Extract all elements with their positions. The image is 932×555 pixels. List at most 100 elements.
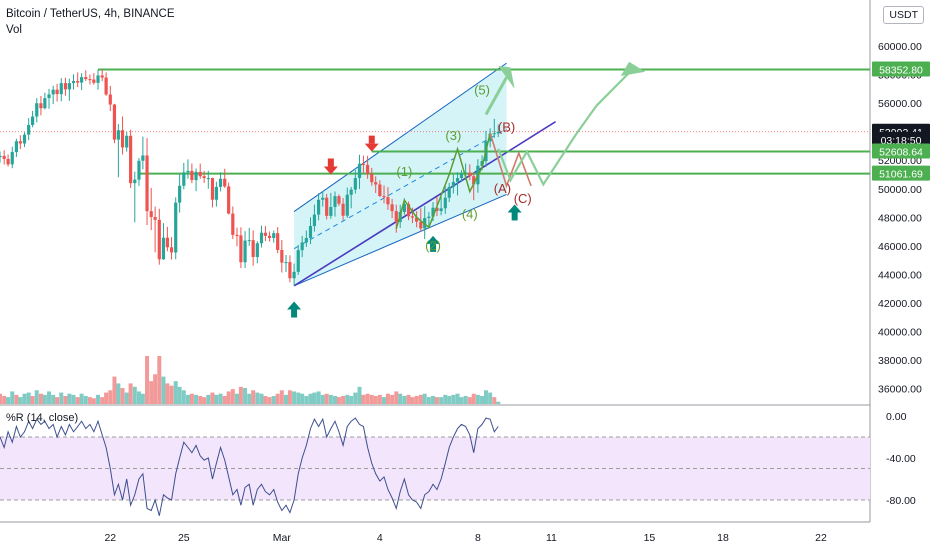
volume-bar (116, 383, 121, 404)
candle-body (276, 233, 280, 250)
volume-bar (153, 374, 158, 404)
volume-bar (173, 381, 178, 404)
candle-body (341, 203, 345, 216)
candle-body (43, 98, 47, 109)
currency-badge[interactable]: USDT (883, 6, 924, 24)
volume-bar (230, 389, 235, 404)
volume-bar (398, 393, 403, 404)
volume-bar (198, 396, 203, 404)
candle-body (419, 221, 423, 229)
volume-bar (2, 396, 7, 404)
time-tick-label: 11 (546, 532, 557, 544)
candle-body (104, 77, 108, 95)
candle-body (267, 235, 272, 238)
volume-bar (10, 391, 15, 404)
candle-body (35, 103, 39, 117)
time-tick-label: Mar (273, 532, 292, 544)
volume-bar (275, 393, 280, 404)
correction-path (489, 132, 532, 189)
volume-bar (312, 392, 317, 404)
candle-body (284, 262, 288, 264)
volume-bar (455, 393, 460, 404)
time-tick-label: 25 (178, 532, 190, 544)
candle-body (451, 181, 455, 187)
volume-bar (255, 392, 260, 404)
volume-bar (263, 396, 268, 404)
wr-tick-label: -80.00 (886, 495, 916, 507)
candle-body (259, 232, 264, 244)
candle-body (366, 164, 370, 175)
volume-bar (120, 388, 125, 404)
candle-body (243, 240, 247, 263)
volume-bar (202, 397, 207, 404)
volume-bar (308, 393, 313, 404)
price-label-box (872, 61, 930, 77)
candle-body (153, 217, 157, 220)
candle-body (157, 219, 161, 260)
candle-body (27, 124, 31, 135)
candle-body (247, 240, 251, 242)
price-label-box (872, 143, 930, 159)
arrow-head (287, 301, 302, 310)
candle-body (472, 176, 476, 185)
candle-body (178, 185, 182, 203)
volume-bar (38, 393, 43, 404)
price-tick-label: 56000.00 (878, 98, 922, 110)
wave-label: (A) (494, 181, 511, 196)
price-tick-label: 46000.00 (878, 241, 922, 253)
arrow-stem (368, 135, 375, 144)
volume-bar (189, 393, 194, 404)
projection-arrow-shaft (595, 68, 634, 107)
price-label-text: 52608.64 (879, 147, 923, 159)
volume-bar (51, 394, 56, 404)
volume-bar (410, 397, 415, 404)
volume-bar (320, 394, 325, 404)
volume-bar (296, 392, 301, 404)
price-tick-label: 60000.00 (878, 41, 922, 53)
volume-bar (259, 393, 264, 404)
volume-bar (161, 376, 166, 404)
candle-body (63, 83, 68, 90)
candle-body (129, 135, 133, 184)
candle-body (361, 163, 366, 165)
up-arrow-icon (287, 301, 302, 318)
wave-label: (C) (514, 191, 532, 206)
candle-body (455, 178, 460, 182)
volume-bar (108, 390, 113, 404)
volume-bar (181, 390, 186, 404)
volume-bar (238, 386, 243, 404)
volume-bar (300, 393, 305, 404)
candle-body (100, 75, 104, 78)
channel-mid-line (293, 128, 507, 250)
volume-bar (451, 394, 456, 404)
volume-bar (357, 386, 362, 404)
candle-body (14, 141, 19, 153)
candle-body (402, 204, 406, 213)
volume-bar (30, 396, 35, 404)
candle-body (194, 171, 198, 181)
volume-bar (63, 396, 68, 404)
candle-body (464, 172, 468, 174)
candle-body (435, 207, 439, 212)
candle-body (496, 131, 500, 134)
price-label-box (872, 165, 930, 181)
candle-body (235, 234, 239, 236)
volume-bar (243, 388, 248, 404)
candle-body (410, 216, 415, 218)
candle-body (30, 116, 35, 125)
volume-bar (55, 397, 60, 404)
volume-bar (169, 385, 174, 404)
time-tick-label: 8 (475, 532, 481, 544)
candle-body (251, 240, 255, 257)
wr-tick-label: -40.00 (886, 453, 916, 465)
volume-bar (112, 376, 117, 404)
wave-label: (4) (462, 207, 478, 222)
price-tick-label: 38000.00 (878, 355, 922, 367)
candle-body (214, 186, 218, 200)
volume-bar (467, 397, 472, 404)
volume-bar (292, 391, 297, 404)
candle-body (263, 232, 268, 236)
price-tick-label: 44000.00 (878, 269, 922, 281)
